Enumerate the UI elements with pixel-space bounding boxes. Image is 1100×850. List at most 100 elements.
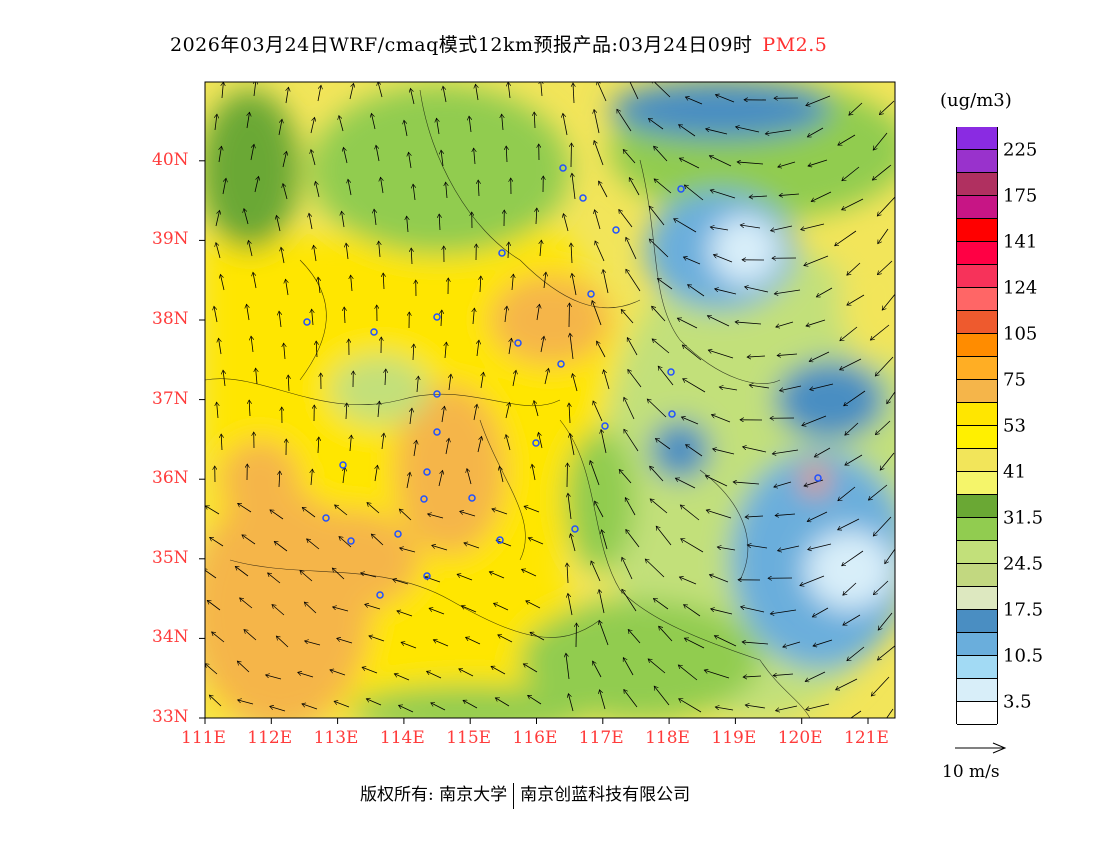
- wind-arrow: [411, 248, 412, 265]
- city-marker: [677, 185, 685, 193]
- wind-arrow: [808, 159, 828, 166]
- lon-tick-label: 120E: [777, 728, 823, 748]
- lon-tick-label: 111E: [181, 728, 226, 748]
- wind-arrow: [528, 538, 544, 545]
- wind-arrow: [627, 338, 638, 356]
- legend-label: 105: [1003, 323, 1038, 345]
- wind-arrow: [350, 435, 351, 452]
- wind-arrow: [599, 590, 605, 614]
- wind-arrow: [505, 402, 510, 419]
- wind-arrow: [491, 666, 506, 675]
- wind-arrow: [778, 545, 800, 551]
- wind-arrow: [709, 575, 729, 583]
- legend-color-swatch: [957, 564, 997, 587]
- city-marker: [612, 226, 620, 234]
- wind-arrow: [534, 112, 535, 129]
- wind-arrow: [339, 116, 344, 132]
- wind-arrow: [622, 557, 633, 580]
- wind-arrow: [873, 132, 888, 150]
- city-marker: [347, 537, 355, 545]
- wind-arrow: [683, 257, 701, 265]
- wind-arrow: [658, 366, 674, 386]
- wind-arrow: [315, 181, 320, 198]
- wind-arrow: [770, 609, 797, 614]
- wind-arrow: [847, 262, 861, 275]
- wind-arrow: [621, 309, 634, 324]
- wind-arrow: [247, 112, 250, 129]
- lon-tick-label: 121E: [844, 728, 889, 748]
- wind-arrow: [741, 607, 765, 613]
- wind-arrow: [779, 194, 800, 196]
- wind-arrow: [706, 129, 728, 135]
- wind-arrow: [371, 534, 384, 546]
- wind-arrow: [366, 699, 382, 706]
- wind-arrow: [593, 401, 603, 422]
- wind-arrow: [842, 550, 864, 566]
- legend-label: 53: [1003, 415, 1026, 437]
- wind-arrow: [276, 636, 289, 648]
- wind-arrow: [499, 466, 504, 483]
- wind-arrow: [882, 293, 895, 310]
- wind-arrow: [431, 703, 446, 711]
- wind-arrow: [441, 310, 442, 327]
- wind-arrow: [433, 640, 449, 647]
- wind-arrow: [840, 358, 862, 370]
- wind-arrow: [473, 404, 477, 421]
- wind-arrow: [449, 374, 451, 391]
- city-marker: [532, 439, 540, 447]
- pollutant-label: PM2.5: [762, 34, 828, 56]
- wind-arrow: [286, 87, 289, 104]
- wind-arrow: [573, 83, 574, 104]
- wind-arrow: [270, 510, 284, 520]
- wind-arrow: [619, 469, 632, 484]
- wind-arrow: [439, 214, 440, 231]
- wind-arrow: [216, 243, 221, 259]
- wind-arrow: [680, 505, 700, 521]
- wind-arrow: [847, 646, 865, 661]
- wind-arrow: [307, 539, 320, 550]
- wind-arrow: [597, 341, 606, 358]
- wind-arrow: [256, 368, 257, 385]
- wind-arrow: [369, 636, 385, 642]
- wind-arrow: [871, 676, 890, 696]
- wind-arrow: [624, 689, 638, 708]
- wind-arrow: [410, 408, 412, 425]
- wind-arrow: [624, 397, 635, 420]
- wind-arrow: [805, 671, 826, 682]
- wind-arrow: [715, 707, 734, 711]
- wind-arrow: [776, 321, 794, 327]
- reference-vector-label: 10 m/s: [942, 762, 1000, 782]
- wind-arrow: [272, 605, 285, 616]
- wind-arrow: [538, 432, 543, 449]
- wind-arrow: [442, 406, 445, 423]
- wind-arrow: [464, 543, 480, 549]
- lon-tick-label: 112E: [247, 728, 293, 748]
- wind-arrow: [771, 225, 793, 231]
- wind-arrow: [733, 482, 760, 484]
- wind-arrow: [651, 82, 671, 98]
- wind-arrow: [512, 370, 516, 387]
- wind-arrow: [765, 129, 792, 134]
- wind-arrow: [506, 435, 511, 451]
- wind-arrow: [713, 255, 733, 263]
- wind-arrow: [441, 150, 443, 167]
- wind-arrow: [477, 436, 482, 453]
- wind-arrow: [572, 374, 578, 392]
- wind-arrow: [568, 694, 574, 712]
- wind-arrow: [285, 279, 288, 296]
- wind-arrow: [223, 370, 225, 387]
- wind-arrow: [873, 580, 889, 595]
- wind-arrow: [311, 150, 316, 166]
- wind-arrow: [684, 605, 701, 617]
- legend-label: 24.5: [1003, 553, 1044, 575]
- wind-arrow: [678, 665, 698, 681]
- wind-arrow: [536, 208, 537, 225]
- legend-color-swatch: [957, 610, 997, 633]
- wind-arrow: [594, 110, 600, 134]
- wind-arrow: [653, 598, 669, 610]
- wind-arrow: [686, 445, 703, 457]
- wind-arrow: [885, 548, 895, 564]
- wind-arrow: [349, 83, 354, 100]
- wind-arrow: [599, 690, 606, 710]
